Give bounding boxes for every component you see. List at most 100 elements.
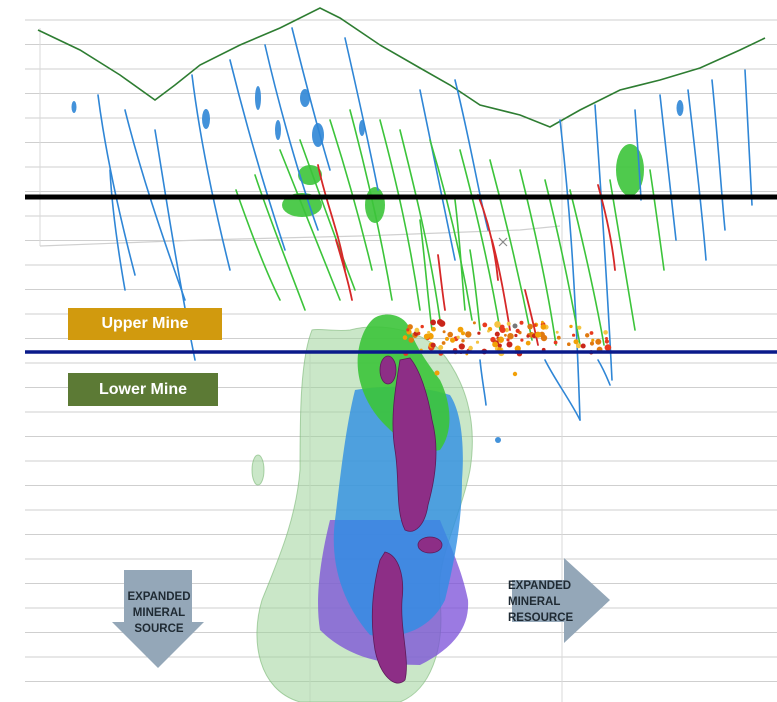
sample-point xyxy=(512,323,518,329)
sample-point xyxy=(506,341,513,348)
vein xyxy=(489,159,533,341)
sample-point xyxy=(512,371,518,377)
sample-point xyxy=(494,331,500,337)
resource-line-2: MINERAL xyxy=(508,596,561,608)
sample-point xyxy=(431,326,436,332)
sample-point xyxy=(525,340,531,346)
sample-point xyxy=(438,345,444,350)
sample-point xyxy=(589,341,595,346)
sample-point xyxy=(447,331,454,338)
drill-hole xyxy=(559,119,581,421)
vein xyxy=(609,179,636,331)
topography-line xyxy=(37,7,766,128)
vein xyxy=(379,119,421,311)
sample-point xyxy=(414,327,420,333)
sample-point xyxy=(514,333,518,338)
drill-hole xyxy=(544,359,581,421)
expanded-resource-arrow xyxy=(512,558,610,643)
sample-point xyxy=(573,339,579,345)
sample-point xyxy=(504,333,507,337)
sample-point xyxy=(553,340,558,345)
vein xyxy=(419,219,433,331)
sample-point xyxy=(576,343,581,349)
sample-point xyxy=(589,331,594,335)
sample-point xyxy=(468,345,473,351)
sample-point xyxy=(497,336,504,343)
sample-point xyxy=(507,333,514,340)
drill-hole xyxy=(124,109,186,301)
vein xyxy=(299,139,356,291)
sample-point xyxy=(475,340,480,344)
expanded-source-arrow xyxy=(112,570,204,668)
sample-point xyxy=(420,324,424,329)
sample-point xyxy=(434,370,440,376)
drill-hole xyxy=(634,109,642,201)
drill-hole xyxy=(711,79,726,231)
vein xyxy=(649,169,665,271)
sample-point xyxy=(569,324,573,329)
resource-line-3: RESOURCE xyxy=(508,612,574,624)
sample-point xyxy=(519,320,524,325)
sample-point xyxy=(604,339,610,344)
vein xyxy=(254,174,306,311)
source-line-2: MINERAL xyxy=(132,607,186,619)
sample-point xyxy=(540,324,547,330)
sample-point xyxy=(499,327,506,333)
resource-line-1: EXPANDED xyxy=(508,580,572,592)
sample-point xyxy=(496,338,500,341)
drill-holes-blue xyxy=(97,27,753,421)
sample-point xyxy=(457,326,464,333)
sample-point xyxy=(461,339,465,343)
sample-point xyxy=(555,330,559,334)
vein xyxy=(235,189,281,301)
drill-hole xyxy=(264,44,319,231)
sample-point xyxy=(514,345,521,352)
expanded-resource-text: EXPANDED MINERAL RESOURCE xyxy=(508,578,592,626)
sample-point xyxy=(556,335,561,340)
drill-hole xyxy=(344,37,379,191)
drill-hole xyxy=(97,94,136,276)
source-line-3: SOURCE xyxy=(134,623,184,635)
vein xyxy=(469,249,481,331)
drill-hole xyxy=(229,59,286,251)
upper-mine-label: Upper Mine xyxy=(68,308,222,340)
sample-point xyxy=(492,341,498,348)
high-grade-ore-pods xyxy=(371,355,443,684)
vein xyxy=(279,149,341,301)
vein xyxy=(349,109,393,301)
sample-point xyxy=(472,321,476,325)
sample-point xyxy=(482,322,488,328)
sample-point xyxy=(477,331,481,335)
sample-point xyxy=(450,337,456,343)
vein xyxy=(519,169,557,346)
sample-point xyxy=(458,343,465,350)
sample-point xyxy=(442,330,446,334)
drill-intercepts-blue xyxy=(71,86,684,443)
sample-point xyxy=(461,331,465,336)
section-marker-x xyxy=(498,237,508,247)
vein xyxy=(544,179,581,346)
drill-hole xyxy=(109,169,126,291)
sample-point xyxy=(402,335,408,340)
drill-hole xyxy=(687,89,707,261)
sample-point xyxy=(487,329,490,333)
drill-hole xyxy=(291,27,331,171)
vein xyxy=(459,149,501,331)
drill-hole xyxy=(191,74,231,271)
sample-point xyxy=(605,337,608,340)
vein xyxy=(454,199,466,311)
veins-red xyxy=(317,164,616,346)
vein xyxy=(429,139,473,321)
sample-point xyxy=(580,343,586,349)
drill-hole xyxy=(594,104,613,381)
sample-point xyxy=(504,327,509,333)
sample-point xyxy=(567,342,571,347)
sample-point xyxy=(577,325,582,330)
drill-hole xyxy=(479,359,487,406)
sample-point xyxy=(441,341,446,345)
drill-hole xyxy=(597,359,611,386)
drill-hole xyxy=(419,89,456,261)
drill-hole xyxy=(454,79,489,231)
sample-point xyxy=(407,324,413,330)
expanded-source-text: EXPANDED MINERAL SOURCE xyxy=(113,589,205,637)
